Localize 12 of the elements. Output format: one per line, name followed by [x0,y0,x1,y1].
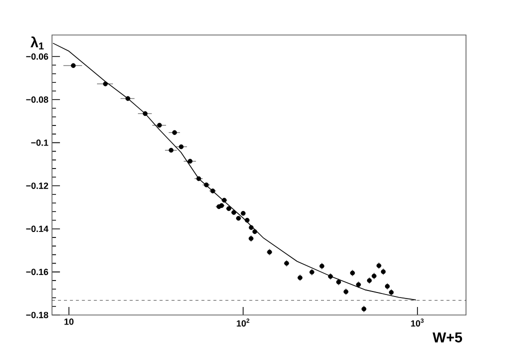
y-tick-label: −0.18 [26,312,48,318]
x-tick-label: 10$^{3}$ [411,318,424,327]
x-axis-title: W+5 [432,332,462,342]
y-tick-label: −0.06 [26,53,48,60]
y-tick-label: −0.12 [26,182,48,189]
y-axis-title: λ$_{1}$ [30,36,44,50]
x-tick-label: 10$^{2}$ [236,318,250,327]
x-tick-label: 10 [64,318,74,325]
y-tick-label: −0.08 [26,96,48,103]
y-tick-label: −0.16 [26,268,48,276]
y-tick-label: −0.1 [31,140,48,146]
y-tick-label: −0.14 [26,226,48,232]
